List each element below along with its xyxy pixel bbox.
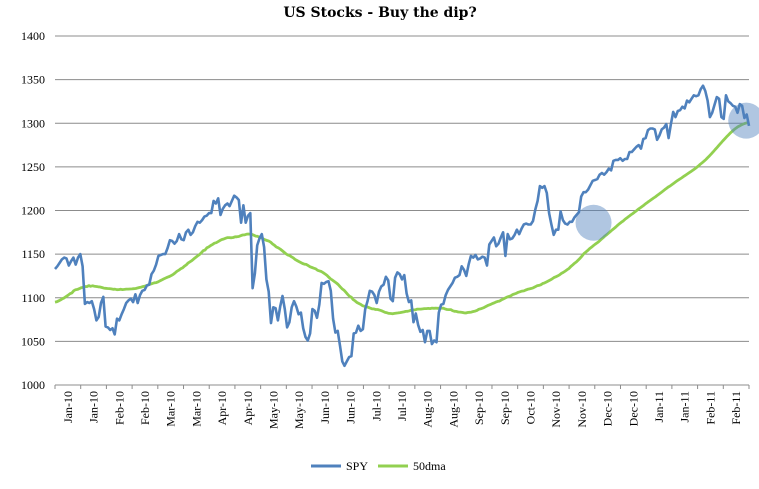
- x-tick-label: Jan-11: [678, 391, 692, 423]
- y-tick-label: 1250: [21, 160, 45, 174]
- x-tick-label: May-10: [292, 391, 306, 429]
- highlight-circle: [575, 204, 612, 241]
- x-axis-ticks: Jan-10 Jan-10 Feb-10 Feb-10 Mar-10 Mar-10 Apr-…: [54, 385, 750, 429]
- x-tick-label: Mar-10: [189, 391, 203, 427]
- highlight-markers: [575, 102, 759, 241]
- x-tick-label: Apr-10: [241, 391, 255, 425]
- x-tick-label: Nov-10: [575, 391, 589, 428]
- x-tick-label: Jun-10: [318, 391, 332, 424]
- y-tick-label: 1000: [21, 378, 45, 392]
- x-tick-label: Jun-10: [344, 391, 358, 424]
- y-tick-label: 1200: [21, 204, 45, 218]
- x-tick-label: Sep-10: [498, 391, 512, 425]
- x-tick-label: Jan-10: [61, 391, 75, 423]
- y-tick-label: 1050: [21, 334, 45, 348]
- x-tick-label: Jul-10: [369, 391, 383, 421]
- x-tick-label: Dec-10: [626, 391, 640, 426]
- x-tick-label: Feb-11: [729, 391, 743, 425]
- x-tick-label: Aug-10: [421, 391, 435, 428]
- x-tick-label: Feb-10: [112, 391, 126, 425]
- series-lines: [54, 84, 751, 368]
- x-tick-label: May-10: [266, 391, 280, 429]
- y-tick-label: 1150: [21, 247, 45, 261]
- x-tick-label: Apr-10: [215, 391, 229, 425]
- x-tick-label: Aug-10: [446, 391, 460, 428]
- gridlines: [55, 35, 749, 342]
- legend: SPY 50dma: [311, 459, 446, 473]
- series-line-50dma: [54, 121, 750, 316]
- x-tick-label: Jan-11: [652, 391, 666, 423]
- x-tick-label: Jul-10: [395, 391, 409, 421]
- legend-label-spy: SPY: [346, 459, 368, 473]
- x-tick-label: Nov-10: [549, 391, 563, 428]
- y-axis-ticks: 1000 1050 1100 1150 1200 1250 1300 1350 1400: [21, 29, 45, 392]
- chart-title: US Stocks - Buy the dip?: [283, 5, 476, 21]
- x-tick-label: Jan-10: [87, 391, 101, 423]
- highlight-circle: [728, 102, 759, 139]
- y-tick-label: 1400: [21, 29, 45, 43]
- y-tick-label: 1100: [21, 291, 45, 305]
- x-tick-label: Mar-10: [164, 391, 178, 427]
- y-tick-label: 1350: [21, 73, 45, 87]
- x-tick-label: Dec-10: [601, 391, 615, 426]
- series-line-spy: [54, 84, 751, 368]
- x-tick-label: Feb-11: [703, 391, 717, 425]
- x-tick-label: Sep-10: [472, 391, 486, 425]
- x-tick-label: Oct-10: [524, 391, 538, 424]
- y-tick-label: 1300: [21, 116, 45, 130]
- x-tick-label: Feb-10: [138, 391, 152, 425]
- legend-label-50dma: 50dma: [413, 459, 446, 473]
